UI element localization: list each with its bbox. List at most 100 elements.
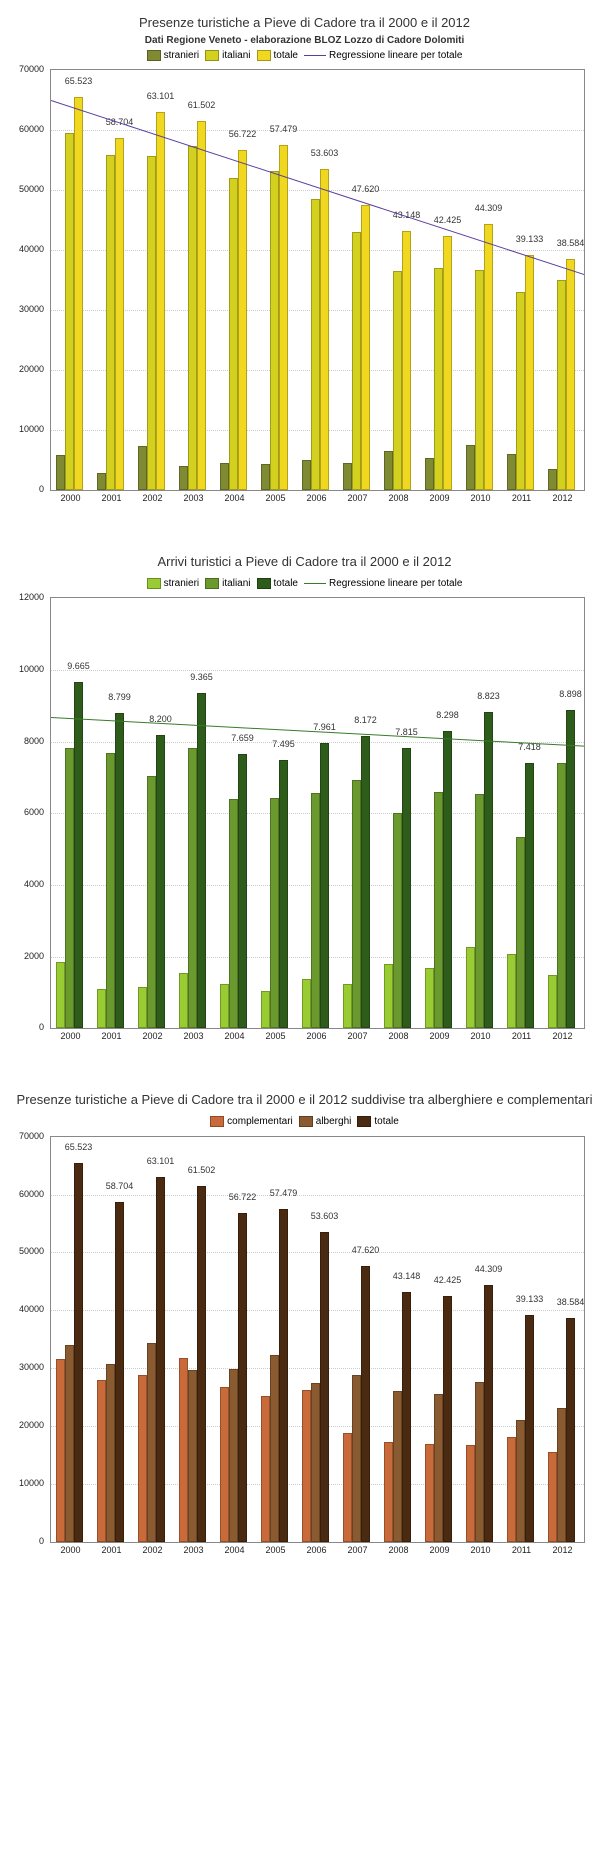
bar [548, 975, 557, 1028]
bar [548, 469, 557, 491]
x-tick: 2001 [101, 1545, 121, 1555]
x-tick: 2009 [429, 1545, 449, 1555]
x-tick: 2003 [183, 493, 203, 503]
x-tick: 2003 [183, 1545, 203, 1555]
x-axis: 2000200120022003200420052006200720082009… [50, 1545, 585, 1561]
bar [302, 979, 311, 1028]
bar [147, 1343, 156, 1541]
x-axis: 2000200120022003200420052006200720082009… [50, 493, 585, 509]
y-tick: 50000 [19, 1246, 44, 1256]
bar [229, 799, 238, 1029]
x-tick: 2007 [347, 1545, 367, 1555]
regression-swatch [304, 55, 326, 56]
x-tick: 2009 [429, 493, 449, 503]
x-tick: 2011 [512, 1031, 531, 1041]
plot-area: 65.52358.70463.10161.50256.72257.47953.6… [50, 69, 585, 491]
bar [361, 1266, 370, 1542]
bar [443, 731, 452, 1028]
bar [156, 1177, 165, 1542]
legend: stranieriitalianitotaleRegressione linea… [0, 574, 609, 593]
legend-swatch [147, 50, 161, 61]
y-axis: 010000200003000040000500006000070000 [0, 1136, 48, 1541]
bar [443, 236, 452, 491]
data-label: 8.172 [354, 715, 377, 725]
bar [320, 1232, 329, 1542]
data-label: 61.502 [188, 1165, 216, 1175]
bar [229, 1369, 238, 1542]
bar [361, 205, 370, 491]
bar [507, 954, 516, 1029]
bar [188, 146, 197, 490]
gridline [51, 1252, 584, 1253]
y-tick: 30000 [19, 1362, 44, 1372]
bar [261, 464, 270, 490]
bar [361, 736, 370, 1029]
bar [56, 962, 65, 1028]
plot-area: 65.52358.70463.10161.50256.72257.47953.6… [50, 1136, 585, 1543]
bar [484, 1285, 493, 1541]
gridline [51, 1368, 584, 1369]
bar [220, 984, 229, 1029]
bar [115, 138, 124, 490]
bar [188, 1370, 197, 1542]
bar [320, 743, 329, 1028]
bar [384, 964, 393, 1029]
bar [402, 231, 411, 490]
bar [65, 133, 74, 491]
bar [115, 713, 124, 1028]
x-tick: 2000 [60, 493, 80, 503]
legend-swatch [257, 50, 271, 61]
y-tick: 50000 [19, 184, 44, 194]
x-tick: 2006 [306, 493, 326, 503]
y-axis: 020004000600080001000012000 [0, 597, 48, 1027]
x-tick: 2011 [512, 1545, 531, 1555]
bar [97, 989, 106, 1028]
x-tick: 2002 [142, 1031, 162, 1041]
data-label: 8.799 [108, 692, 131, 702]
bar [343, 463, 352, 490]
data-label: 53.603 [311, 1211, 339, 1221]
bar [343, 984, 352, 1029]
x-tick: 2009 [429, 1031, 449, 1041]
x-tick: 2005 [265, 1031, 285, 1041]
bar [425, 1444, 434, 1541]
bar [384, 1442, 393, 1542]
data-label: 42.425 [434, 215, 462, 225]
bar [434, 792, 443, 1029]
data-label: 42.425 [434, 1275, 462, 1285]
y-tick: 2000 [24, 951, 44, 961]
x-tick: 2004 [224, 1545, 244, 1555]
x-tick: 2002 [142, 1545, 162, 1555]
legend-item: italiani [205, 578, 250, 589]
chart-subtitle: Dati Regione Veneto - elaborazione BLOZ … [0, 35, 609, 46]
bar [65, 1345, 74, 1542]
gridline [51, 190, 584, 191]
legend-item: complementari [210, 1116, 293, 1127]
bar [425, 458, 434, 490]
bar [147, 156, 156, 490]
x-tick: 2001 [101, 493, 121, 503]
y-tick: 0 [39, 484, 44, 494]
legend-swatch [210, 1116, 224, 1127]
bar [97, 1380, 106, 1542]
data-label: 8.298 [436, 710, 459, 720]
bar [311, 793, 320, 1029]
data-label: 8.898 [559, 689, 582, 699]
y-tick: 60000 [19, 1189, 44, 1199]
regression-swatch [304, 583, 326, 584]
y-tick: 6000 [24, 807, 44, 817]
x-tick: 2012 [552, 1031, 572, 1041]
data-label: 38.584 [557, 238, 585, 248]
bar [557, 763, 566, 1029]
bar [229, 178, 238, 491]
x-tick: 2012 [552, 1545, 572, 1555]
data-label: 57.479 [270, 124, 298, 134]
bar [188, 748, 197, 1028]
bar [557, 1408, 566, 1542]
bar [238, 754, 247, 1028]
data-label: 56.722 [229, 1192, 257, 1202]
bar [516, 837, 525, 1028]
x-tick: 2012 [552, 493, 572, 503]
chart: Presenze turistiche a Pieve di Cadore tr… [0, 1087, 609, 1560]
legend-item: stranieri [147, 50, 200, 61]
